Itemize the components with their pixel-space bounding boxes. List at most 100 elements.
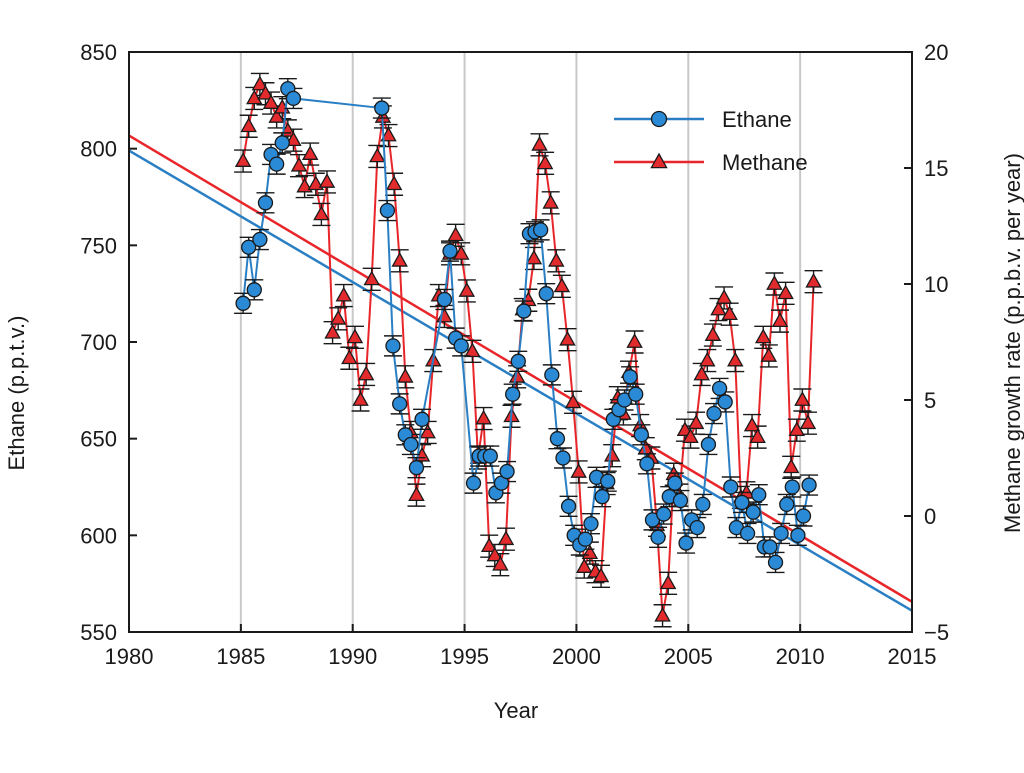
ethane-point — [257, 195, 274, 211]
ethane-point — [723, 479, 739, 495]
methane-point — [452, 245, 470, 260]
methane-point — [324, 323, 341, 339]
x-tick-label: 2005 — [664, 644, 713, 669]
methane-point — [380, 126, 397, 142]
ethane-point — [700, 436, 717, 453]
ethane-point — [408, 460, 425, 476]
y-left-tick-label: 550 — [80, 620, 117, 645]
ethane-point — [784, 479, 800, 495]
ethane-point — [633, 427, 649, 443]
ethane-point — [555, 450, 571, 466]
methane-point — [419, 423, 436, 439]
methane-point — [436, 307, 453, 323]
legend-item-methane: Methane — [614, 150, 808, 175]
ethane-point — [374, 100, 390, 116]
methane-point — [754, 328, 772, 344]
ethane-point — [779, 496, 795, 513]
methane-point — [313, 205, 330, 221]
methane-point — [464, 342, 481, 358]
methane-point — [525, 249, 543, 265]
methane-point — [307, 175, 325, 191]
methane-point — [570, 463, 587, 478]
ethane-point — [600, 473, 616, 489]
methane-point — [369, 147, 386, 163]
x-tick-label: 1985 — [216, 644, 265, 669]
methane-point — [553, 277, 571, 293]
methane-point — [357, 365, 375, 381]
ethane-point — [516, 303, 532, 319]
ethane-point — [594, 489, 610, 505]
methane-point — [654, 606, 671, 622]
ethane-point — [628, 386, 644, 402]
ethane-point — [482, 448, 498, 464]
ethane-point — [672, 492, 689, 509]
y-left-tick-label: 650 — [80, 427, 117, 452]
y-right-tick-label: 0 — [924, 504, 936, 529]
methane-point — [301, 145, 319, 160]
y-left-tick-label: 700 — [80, 330, 117, 355]
methane-point — [268, 108, 285, 123]
ethane-point — [751, 487, 767, 503]
methane-point — [743, 416, 761, 432]
y-axis-title-right: Methane growth rate (p.p.b.v. per year) — [1000, 153, 1024, 533]
ethane-point — [505, 386, 521, 402]
methane-point — [592, 567, 610, 583]
ethane-series — [234, 78, 819, 574]
ethane-point — [252, 231, 268, 248]
x-tick-label: 2015 — [888, 644, 937, 669]
x-tick-label: 1995 — [440, 644, 489, 669]
ethane-point — [403, 436, 419, 453]
methane-point — [391, 251, 408, 267]
methane-point — [447, 226, 464, 242]
ethane-point — [678, 535, 694, 551]
methane-point — [497, 530, 515, 546]
methane-point — [234, 152, 252, 167]
ethane-point — [499, 463, 515, 480]
methane-point — [710, 300, 727, 316]
ethane-point — [767, 554, 784, 571]
ethane-point — [549, 431, 566, 447]
ethane-point — [560, 498, 577, 514]
ethane-point — [538, 286, 554, 302]
methane-point — [262, 94, 280, 109]
methane-point — [290, 156, 308, 172]
methane-point — [603, 446, 621, 462]
ethane-point — [695, 496, 711, 513]
y-left-tick-label: 600 — [80, 523, 117, 548]
ethane-point — [706, 405, 722, 422]
methane-point — [564, 393, 582, 409]
legend: Ethane Methane — [614, 107, 808, 175]
ethane-point — [773, 525, 789, 542]
methane-point — [329, 309, 347, 325]
ethane-point — [656, 506, 672, 522]
ethane-point — [650, 529, 666, 545]
methane-point — [408, 486, 425, 502]
ethane-point — [544, 367, 560, 383]
methane-point — [531, 135, 548, 151]
methane-point — [548, 251, 565, 267]
y-right-tick-label: 15 — [924, 156, 948, 181]
ethane-point — [235, 295, 251, 311]
methane-point — [341, 349, 358, 365]
methane-point — [794, 391, 811, 406]
ethane-point — [739, 525, 756, 542]
methane-point — [771, 312, 789, 328]
ethane-point — [285, 90, 302, 107]
ethane-point — [577, 531, 594, 547]
methane-point — [760, 347, 778, 362]
ethane-point — [246, 282, 262, 298]
ethane-point — [583, 516, 599, 532]
methane-point — [508, 367, 526, 383]
x-tick-label: 1990 — [328, 644, 377, 669]
methane-point — [536, 154, 554, 170]
ethane-point — [711, 380, 728, 397]
ethane-point — [762, 539, 778, 555]
y-left-tick-label: 850 — [80, 40, 117, 65]
methane-point — [492, 555, 509, 571]
ethane-point — [241, 239, 257, 255]
methane-point — [805, 272, 822, 288]
ethane-point — [465, 475, 482, 491]
methane-point — [559, 330, 576, 346]
y-right-tick-label: −5 — [924, 620, 949, 645]
